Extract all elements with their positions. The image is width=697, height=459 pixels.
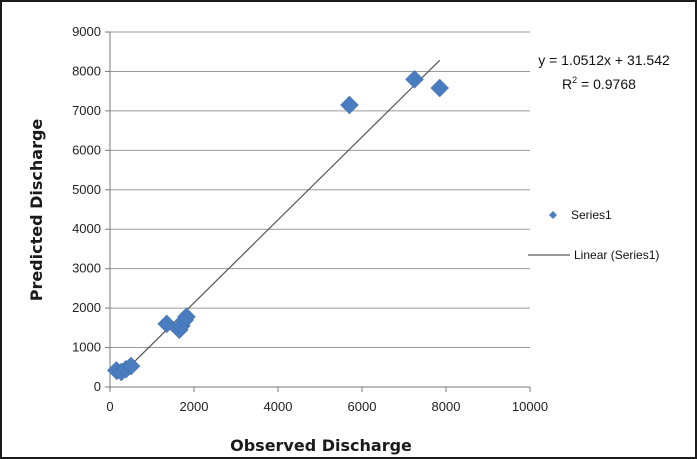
- y-axis-title: Predicted Discharge: [27, 119, 46, 302]
- x-tick-label: 4000: [264, 399, 293, 414]
- y-tick-label: 2000: [72, 300, 101, 315]
- data-point: [340, 95, 359, 115]
- y-tick-label: 1000: [72, 340, 101, 355]
- legend-diamond-marker: [549, 211, 557, 219]
- linear-trendline: [115, 59, 441, 380]
- trendline-equation: y = 1.0512x + 31.542: [538, 52, 670, 68]
- y-tick-label: 4000: [72, 221, 101, 236]
- r-squared-prefix: R: [562, 76, 572, 92]
- y-tick-label: 3000: [72, 261, 101, 276]
- trendline-group: [115, 59, 441, 380]
- y-tick-label: 5000: [72, 182, 101, 197]
- legend-label-linear: Linear (Series1): [574, 248, 659, 262]
- data-point: [430, 78, 450, 98]
- x-tick-label: 0: [106, 399, 113, 414]
- y-tick-label: 0: [94, 379, 101, 394]
- y-tick-label: 6000: [72, 142, 101, 157]
- grid-lines: [110, 31, 530, 349]
- r-squared-exponent: 2: [572, 75, 577, 85]
- y-tick-label: 7000: [72, 103, 101, 118]
- x-tick-labels: 0 2000 4000 6000 8000 10000: [106, 399, 548, 414]
- x-tick-label: 8000: [432, 399, 461, 414]
- legend-item-series1[interactable]: Series1: [549, 208, 612, 222]
- x-tick-label: 6000: [348, 399, 377, 414]
- legend-item-linear[interactable]: Linear (Series1): [528, 248, 659, 262]
- x-tick-label: 10000: [512, 399, 548, 414]
- data-point: [157, 314, 177, 334]
- y-tick-labels: 0 1000 2000 3000 4000 5000 6000 7000 8000 9000: [72, 24, 101, 394]
- data-point: [177, 307, 196, 327]
- legend: Series1 Linear (Series1): [528, 208, 659, 262]
- r-squared-label: R2 = 0.9768: [562, 75, 636, 92]
- data-point: [121, 356, 141, 376]
- r-squared-value: = 0.9768: [577, 76, 636, 92]
- axes: [105, 31, 531, 392]
- x-tick-label: 2000: [180, 399, 209, 414]
- series1-points: [106, 69, 450, 382]
- legend-label-series1: Series1: [571, 208, 612, 222]
- trendline-annotation: y = 1.0512x + 31.542 R2 = 0.9768: [538, 52, 670, 92]
- y-tick-label: 8000: [72, 63, 101, 78]
- x-axis-title: Observed Discharge: [230, 436, 412, 455]
- data-point: [405, 69, 424, 89]
- y-tick-label: 9000: [72, 24, 101, 39]
